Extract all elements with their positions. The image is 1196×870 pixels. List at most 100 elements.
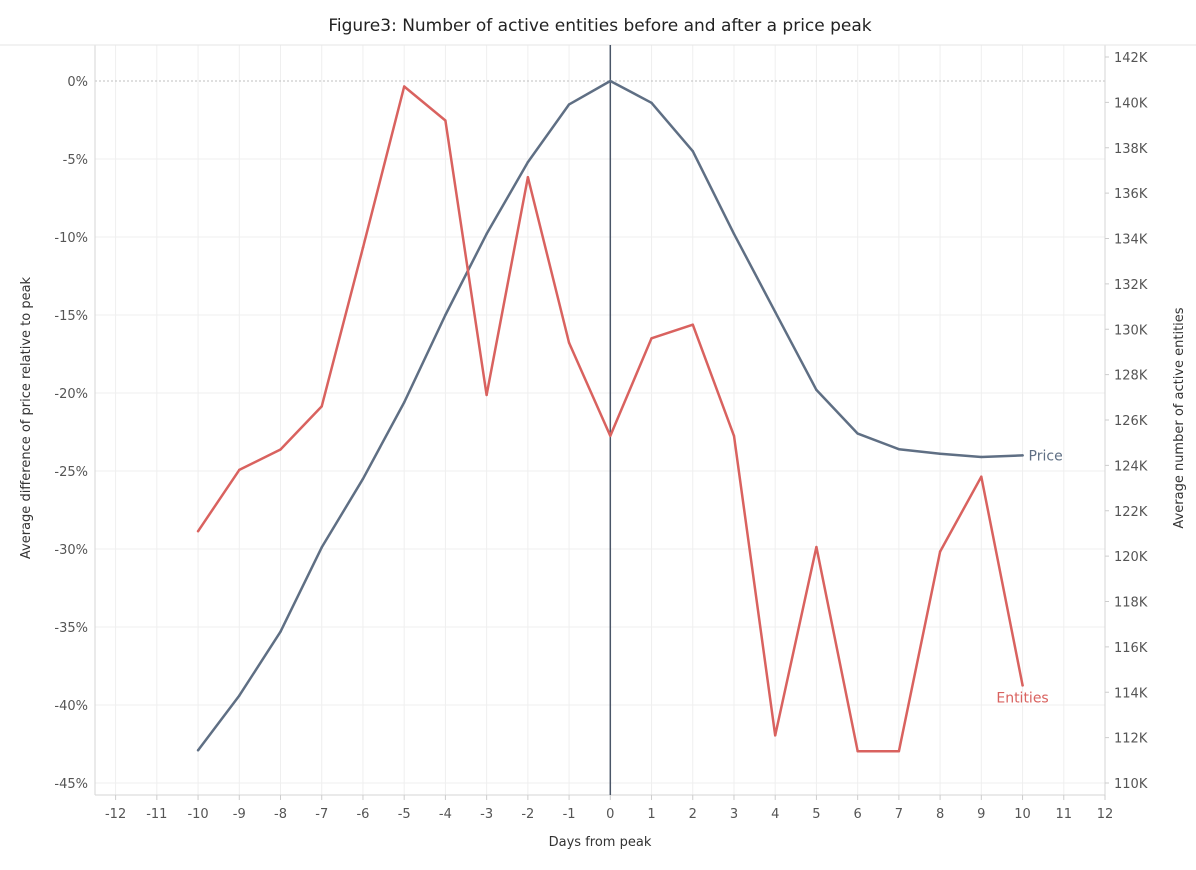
data-point-price: [856, 432, 859, 435]
y-right-tick-label: 142K: [1114, 51, 1148, 66]
x-tick-label: 0: [606, 807, 614, 822]
x-tick-label: -10: [187, 807, 208, 822]
data-point-price: [485, 232, 488, 236]
data-point-price: [650, 101, 653, 105]
y-left-tick-label: -40%: [54, 699, 88, 714]
x-tick-label: -8: [274, 807, 287, 822]
y-right-tick-label: 132K: [1114, 278, 1148, 293]
x-tick-label: 9: [977, 807, 985, 822]
x-tick-label: 8: [936, 807, 944, 822]
y-right-tick-label: 110K: [1114, 777, 1148, 792]
x-tick-label: -6: [356, 807, 369, 822]
x-tick-label: 7: [895, 807, 903, 822]
data-point-entities: [774, 734, 777, 737]
series-label-price: Price: [1029, 448, 1063, 464]
data-point-price: [1021, 454, 1024, 457]
chart-title: Figure3: Number of active entities befor…: [328, 16, 871, 36]
y-left-tick-label: -30%: [54, 543, 88, 558]
series-label-entities: Entities: [996, 690, 1048, 706]
data-point-entities: [691, 323, 694, 326]
y-right-tick-label: 126K: [1114, 414, 1148, 429]
data-point-entities: [732, 434, 736, 438]
data-point-price: [196, 749, 200, 752]
y-right-tick-label: 120K: [1114, 550, 1148, 565]
x-tick-label: -3: [480, 807, 493, 822]
y-right-tick-label: 136K: [1114, 187, 1148, 202]
y-left-tick-label: -35%: [54, 621, 88, 636]
data-point-entities: [815, 545, 818, 549]
data-point-price: [980, 455, 983, 459]
data-point-price: [361, 477, 365, 480]
x-tick-label: 12: [1097, 807, 1114, 822]
y-axis-left: 0% -5% -10% -15% -20% -25% -30% -35% -40% -45%: [54, 75, 88, 792]
y-right-tick-label: 130K: [1114, 323, 1148, 338]
plot-frame: [0, 44, 1196, 796]
data-point-entities: [1021, 684, 1024, 687]
data-point-price: [402, 401, 406, 404]
data-point-entities: [650, 337, 653, 340]
x-tick-label: 1: [647, 807, 655, 822]
data-point-price: [732, 232, 736, 236]
y-right-tick-label: 118K: [1114, 596, 1148, 611]
y-left-tick-label: -5%: [63, 153, 88, 168]
data-point-price: [938, 452, 942, 456]
x-tick-label: 5: [812, 807, 820, 822]
x-tick-label: 10: [1014, 807, 1031, 822]
y-left-tick-label: -15%: [54, 309, 88, 324]
series-labels: Price Entities: [996, 448, 1062, 706]
x-tick-label: -9: [233, 807, 246, 822]
data-point-price: [238, 694, 241, 697]
x-tick-label: -1: [563, 807, 576, 822]
data-point-entities: [444, 119, 447, 122]
y-left-tick-label: 0%: [67, 75, 88, 90]
x-tick-label: -2: [521, 807, 534, 822]
data-point-price: [279, 630, 282, 633]
data-point-price: [567, 103, 571, 106]
x-axis-title: Days from peak: [549, 835, 652, 850]
data-point-entities: [485, 393, 488, 397]
data-point-entities: [856, 750, 859, 753]
y-right-tick-label: 114K: [1114, 686, 1148, 701]
y-right-tick-label: 128K: [1114, 369, 1148, 384]
y-axis-right: 110K 112K 114K 116K 118K 120K 122K 124K 126K 128K…: [1105, 51, 1148, 792]
data-point-price: [774, 310, 777, 314]
y-right-tick-label: 134K: [1114, 233, 1148, 248]
series-layer: [196, 45, 1024, 795]
y-right-tick-label: 122K: [1114, 505, 1148, 520]
data-point-entities: [567, 341, 571, 345]
data-point-entities: [361, 246, 365, 249]
x-tick-label: -7: [315, 807, 328, 822]
y-left-tick-label: -25%: [54, 465, 88, 480]
data-point-entities: [897, 750, 901, 753]
data-point-entities: [402, 85, 406, 88]
y-left-tick-label: -20%: [54, 387, 88, 402]
y-left-tick-label: -45%: [54, 777, 88, 792]
data-point-entities: [238, 468, 241, 472]
x-tick-label: 6: [854, 807, 862, 822]
x-axis: -12 -11 -10 -9 -8 -7 -6 -5 -4 -3 -2 -1 0 1 2 3 4 5 6 7 8 9 10 1…: [105, 795, 1113, 822]
y-axis-left-title: Average difference of price relative to …: [19, 276, 34, 559]
data-point-price: [320, 546, 323, 549]
data-point-entities: [320, 405, 323, 408]
y-left-tick-label: -10%: [54, 231, 88, 246]
data-point-price: [609, 79, 612, 83]
x-tick-label: 2: [689, 807, 697, 822]
x-tick-label: -4: [439, 807, 452, 822]
data-point-price: [526, 160, 530, 164]
data-point-entities: [196, 529, 200, 533]
data-point-entities: [609, 434, 612, 438]
x-tick-label: 4: [771, 807, 779, 822]
data-point-price: [444, 313, 447, 317]
data-point-price: [815, 388, 818, 392]
x-tick-label: 3: [730, 807, 738, 822]
y-right-tick-label: 138K: [1114, 142, 1148, 157]
x-tick-label: -5: [398, 807, 411, 822]
data-point-price: [691, 150, 694, 153]
data-point-price: [897, 447, 901, 451]
y-right-tick-label: 112K: [1114, 732, 1148, 747]
y-right-tick-label: 116K: [1114, 641, 1148, 656]
y-axis-right-title: Average number of active entities: [1172, 307, 1187, 528]
x-tick-label: -12: [105, 807, 126, 822]
x-tick-label: 11: [1056, 807, 1073, 822]
